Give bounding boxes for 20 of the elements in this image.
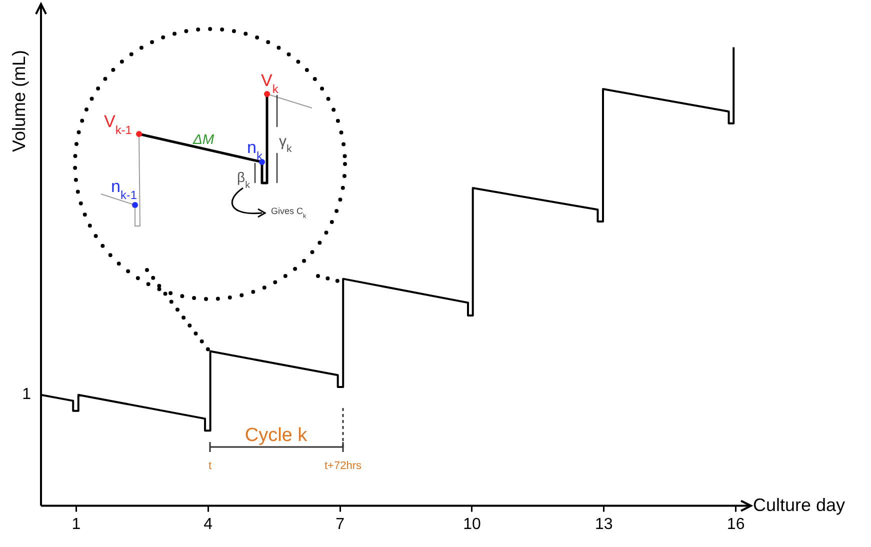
y-axis-title: Volume (mL) <box>8 50 29 152</box>
annotation: γ$_{k}$ <box>279 133 292 155</box>
annotation: V$_{k-1}$ <box>104 112 132 137</box>
x-tick-label: 13 <box>594 516 613 533</box>
x-tick-label: 10 <box>463 516 481 533</box>
annotation: n$_{k-1}$ <box>111 177 138 202</box>
annotation: V$_{k}$ <box>261 71 278 96</box>
annotation: Cycle k <box>244 425 308 446</box>
x-tick-label: 4 <box>204 516 213 533</box>
annotation: Gives C$_{k}$ <box>271 206 308 220</box>
annotation: ΔM <box>192 131 214 147</box>
annotation: t <box>208 460 212 472</box>
x-tick-label: 7 <box>336 516 345 533</box>
annotation: β$_{k}$ <box>237 169 250 190</box>
x-tick-label: 1 <box>72 516 81 533</box>
annotation: n$_{k}$ <box>247 138 262 163</box>
annotation: t+72hrs <box>324 460 362 472</box>
annotation: 1 <box>22 386 32 404</box>
x-tick-label: 16 <box>726 516 745 533</box>
x-axis-title: Culture day <box>753 494 846 515</box>
